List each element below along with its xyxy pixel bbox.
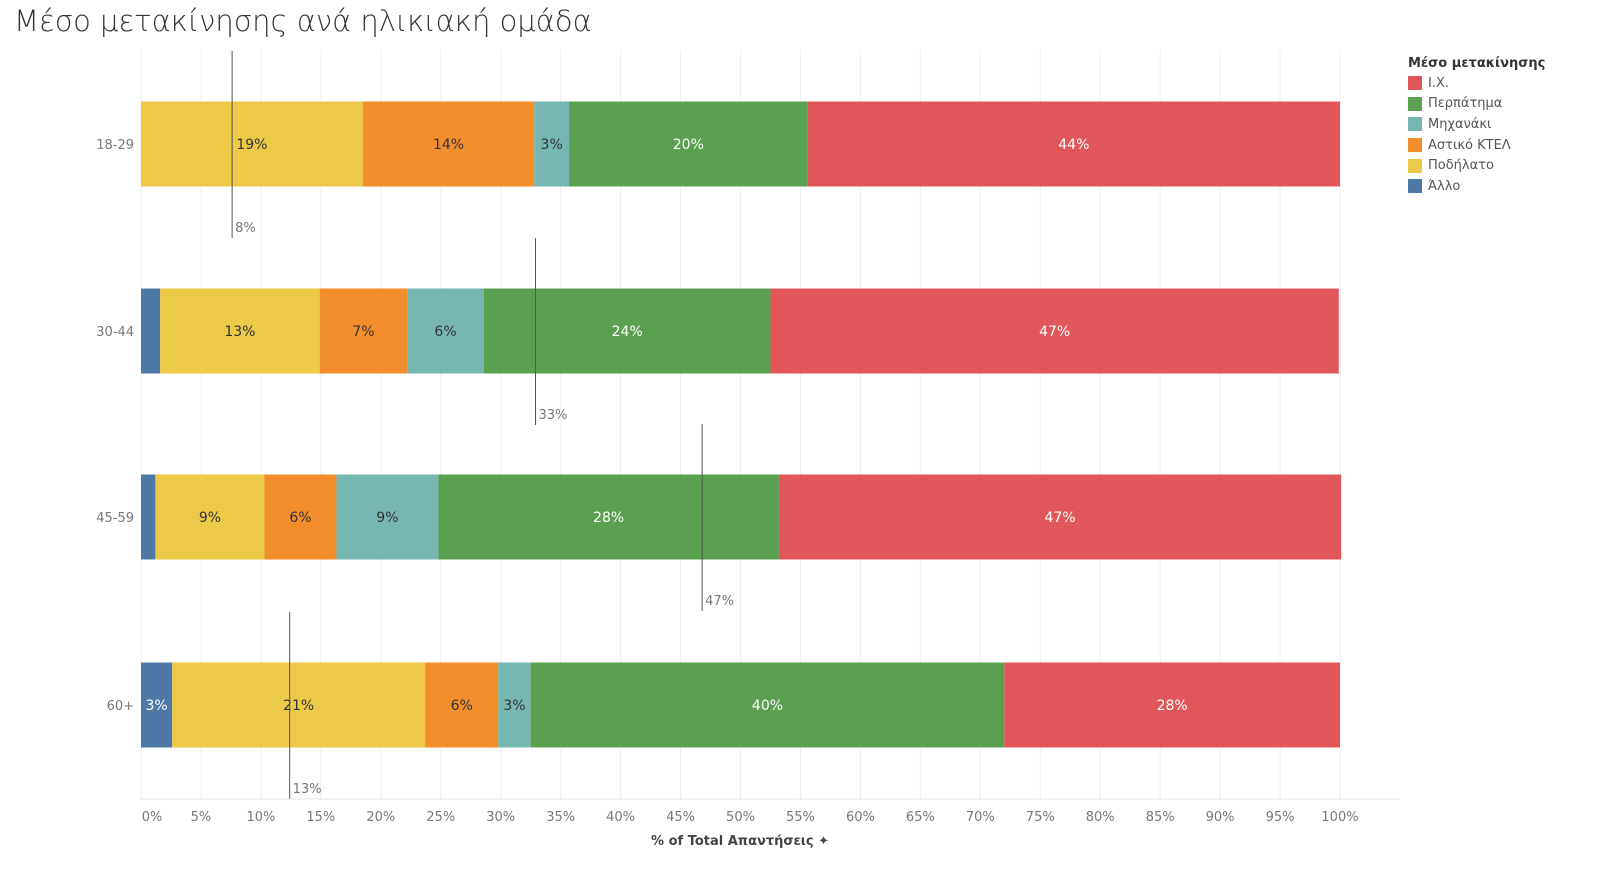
legend-label: Μηχανάκι xyxy=(1428,116,1492,132)
bar-segment xyxy=(770,288,1339,374)
bar-segment xyxy=(407,288,484,374)
bar-segment xyxy=(569,101,808,187)
bar-segment xyxy=(319,288,408,374)
x-tick-label: 25% xyxy=(426,810,455,825)
x-tick-label: 45% xyxy=(666,810,695,825)
bar-segment xyxy=(438,474,779,560)
y-category-label: 30-44 xyxy=(96,325,134,340)
chart-title: Μέσο μετακίνησης ανά ηλικιακή ομάδα xyxy=(14,4,592,38)
data-label: 9% xyxy=(376,510,398,526)
x-tick-label: 65% xyxy=(906,810,935,825)
x-tick-label: 5% xyxy=(191,810,212,825)
bar-segment xyxy=(807,101,1340,187)
legend-label: Άλλο xyxy=(1428,178,1461,194)
data-label: 40% xyxy=(752,698,783,714)
x-tick-label: 15% xyxy=(306,810,335,825)
legend-swatch xyxy=(1408,138,1422,153)
data-label: 3% xyxy=(541,137,563,153)
legend-swatch xyxy=(1408,96,1422,111)
legend-item[interactable]: Ι.Χ. xyxy=(1408,73,1545,94)
data-label: 24% xyxy=(612,324,643,340)
bar-segment xyxy=(534,101,570,187)
x-tick-label: 20% xyxy=(366,810,395,825)
data-label: 3% xyxy=(503,698,525,714)
legend-swatch xyxy=(1408,179,1422,194)
bar-segment xyxy=(1004,662,1340,748)
x-axis-title: % of Total Απαντήσεις ✦ xyxy=(651,834,829,849)
x-tick-label: 95% xyxy=(1266,810,1295,825)
bar-segment xyxy=(172,662,426,748)
legend: Μέσο μετακίνησης Ι.Χ. Περπάτημα Μηχανάκι Ασ… xyxy=(1408,56,1545,197)
bar-segment xyxy=(498,662,531,748)
x-tick-label: 90% xyxy=(1206,810,1235,825)
data-label: 6% xyxy=(289,510,311,526)
data-label: 47% xyxy=(1039,324,1070,340)
legend-swatch xyxy=(1408,117,1422,132)
x-tick-label: 40% xyxy=(606,810,635,825)
data-label: 3% xyxy=(145,698,167,714)
x-tick-label: 30% xyxy=(486,810,515,825)
data-label: 20% xyxy=(673,137,704,153)
reference-line-label: 33% xyxy=(538,408,567,423)
reference-line-label: 8% xyxy=(235,221,256,236)
x-tick-label: 100% xyxy=(1321,810,1358,825)
bar-segment xyxy=(483,288,771,374)
reference-line-label: 13% xyxy=(293,782,322,797)
x-tick-label: 0% xyxy=(142,810,163,825)
bar-segment xyxy=(160,288,320,374)
data-label: 28% xyxy=(593,510,624,526)
legend-item[interactable]: Αστικό ΚΤΕΛ xyxy=(1408,135,1545,156)
bar-segment xyxy=(141,662,173,748)
data-label: 13% xyxy=(224,324,255,340)
legend-label: Ι.Χ. xyxy=(1428,75,1450,91)
y-category-label: 18-29 xyxy=(96,138,134,153)
data-label: 47% xyxy=(1044,510,1075,526)
legend-item[interactable]: Περπάτημα xyxy=(1408,94,1545,115)
bar-segment xyxy=(336,474,439,560)
legend-swatch xyxy=(1408,158,1422,173)
data-label: 19% xyxy=(236,137,267,153)
legend-item[interactable]: Ποδήλατο xyxy=(1408,155,1545,176)
y-category-label: 60+ xyxy=(107,699,134,714)
data-label: 21% xyxy=(283,698,314,714)
data-label: 7% xyxy=(352,324,374,340)
bar-segment xyxy=(530,662,1005,748)
data-label: 6% xyxy=(434,324,456,340)
x-tick-label: 75% xyxy=(1026,810,1055,825)
data-label: 44% xyxy=(1058,137,1089,153)
reference-line-label: 47% xyxy=(705,594,734,609)
bar-segment xyxy=(141,101,363,187)
x-tick-label: 60% xyxy=(846,810,875,825)
x-tick-label: 50% xyxy=(726,810,755,825)
x-tick-label: 80% xyxy=(1086,810,1115,825)
bar-segment xyxy=(141,288,161,374)
x-tick-label: 10% xyxy=(246,810,275,825)
legend-item[interactable]: Μηχανάκι xyxy=(1408,114,1545,135)
legend-swatch xyxy=(1408,76,1422,91)
bar-segment xyxy=(141,474,156,560)
bar-segment xyxy=(264,474,337,560)
legend-item[interactable]: Άλλο xyxy=(1408,176,1545,197)
bar-segment xyxy=(155,474,265,560)
x-tick-label: 70% xyxy=(966,810,995,825)
bar-segment xyxy=(425,662,499,748)
legend-label: Ποδήλατο xyxy=(1428,158,1494,174)
x-tick-label: 55% xyxy=(786,810,815,825)
data-label: 6% xyxy=(451,698,473,714)
y-category-label: 45-59 xyxy=(96,511,134,526)
legend-label: Περπάτημα xyxy=(1428,96,1503,112)
legend-title: Μέσο μετακίνησης xyxy=(1408,56,1546,71)
x-tick-label: 35% xyxy=(546,810,575,825)
data-label: 9% xyxy=(199,510,221,526)
x-tick-label: 85% xyxy=(1146,810,1175,825)
bar-segment xyxy=(778,474,1342,560)
legend-label: Αστικό ΚΤΕΛ xyxy=(1428,137,1511,153)
bar-segment xyxy=(362,101,535,187)
data-label: 14% xyxy=(433,137,464,153)
data-label: 28% xyxy=(1157,698,1188,714)
